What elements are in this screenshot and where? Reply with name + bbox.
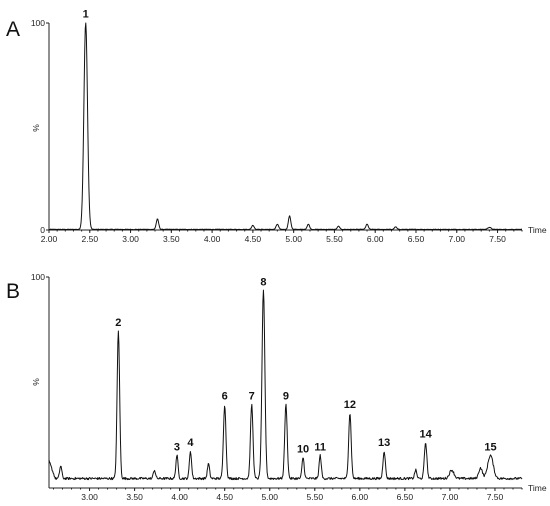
- x-tick-label: 4.50: [216, 492, 233, 502]
- x-tick-label: 2.00: [41, 234, 58, 244]
- x-tick-label: 7.50: [489, 234, 506, 244]
- peak-label: 11: [314, 441, 326, 453]
- x-tick-label: 7.50: [487, 492, 504, 502]
- x-tick-label: 7.00: [448, 234, 465, 244]
- x-axis-title: Time: [528, 225, 547, 235]
- peak-label: 14: [419, 429, 432, 441]
- x-tick-label: 3.00: [122, 234, 139, 244]
- panel-letter: A: [6, 18, 20, 41]
- y-axis-title: %: [31, 378, 41, 386]
- y-tick-label: 100: [31, 272, 45, 282]
- peak-label: 13: [378, 437, 390, 449]
- peak-label: 8: [260, 277, 266, 289]
- peak-label: 1: [83, 8, 89, 20]
- x-tick-label: 5.50: [307, 492, 324, 502]
- y-tick-label: 0: [40, 225, 45, 235]
- peak-label: 10: [297, 443, 309, 455]
- peak-label: 2: [115, 317, 121, 329]
- peak-label: 9: [283, 391, 289, 403]
- x-tick-label: 6.50: [397, 492, 414, 502]
- x-tick-label: 4.00: [171, 492, 188, 502]
- panel-a: A 2.00 2.50 3.00 3.50 4.00 4.50 5.00 5.50 6.00 6.5…: [6, 8, 547, 244]
- panel-letter: B: [6, 280, 20, 303]
- x-tick-label: 4.00: [204, 234, 221, 244]
- panel-b: B 3.00 3.50 4.00 4.50 5.00 5.50 6.00 6.50 7.00 7.5…: [6, 272, 547, 502]
- x-tick-label: 4.50: [245, 234, 262, 244]
- peak-label: 15: [484, 441, 496, 453]
- x-tick-label: 3.50: [126, 492, 143, 502]
- y-axis-title: %: [31, 124, 41, 132]
- x-tick-label: 5.00: [285, 234, 302, 244]
- chromatogram-trace: [48, 22, 523, 231]
- peak-label: 4: [187, 437, 194, 449]
- x-tick-label: 6.00: [352, 492, 369, 502]
- peak-label: 7: [249, 391, 255, 403]
- x-tick-label: 5.00: [261, 492, 278, 502]
- x-tick-label: 6.50: [408, 234, 425, 244]
- peak-label: 12: [344, 399, 356, 411]
- x-tick-label: 3.50: [163, 234, 180, 244]
- x-axis-title: Time: [528, 483, 547, 493]
- x-tick-label: 3.00: [81, 492, 98, 502]
- peak-label: 3: [174, 441, 180, 453]
- peak-label: 6: [222, 391, 228, 403]
- x-tick-label: 7.00: [442, 492, 459, 502]
- x-tick-label: 5.50: [326, 234, 343, 244]
- chromatogram-trace: [48, 289, 523, 481]
- x-tick-label: 6.00: [367, 234, 384, 244]
- y-tick-label: 100: [31, 18, 45, 28]
- x-tick-label: 2.50: [82, 234, 99, 244]
